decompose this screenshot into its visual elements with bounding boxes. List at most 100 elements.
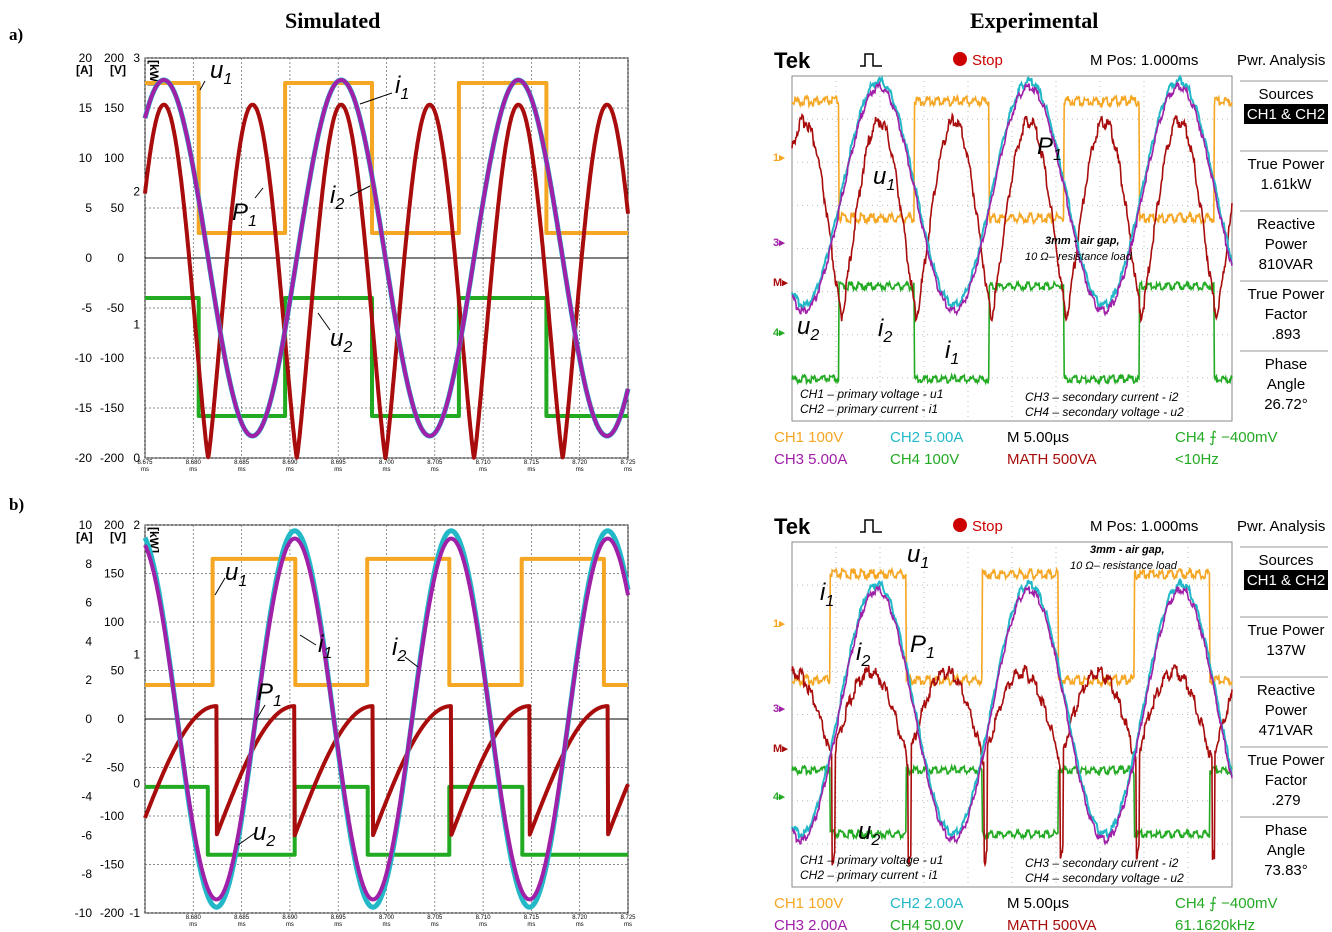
side-value: CH1 & CH2 bbox=[1247, 106, 1325, 123]
side-title: Angle bbox=[1267, 842, 1305, 859]
side-title: True Power bbox=[1248, 752, 1325, 769]
side-title: Power bbox=[1265, 702, 1308, 719]
V-axis-tick: 50 bbox=[111, 664, 125, 678]
simulated-heading: Simulated bbox=[285, 8, 381, 33]
side-title: Phase bbox=[1265, 356, 1308, 373]
readout-ch4: CH4 100V bbox=[890, 451, 959, 468]
side-title: Factor bbox=[1265, 772, 1308, 789]
scope-mode: Pwr. Analysis bbox=[1237, 52, 1325, 69]
readout-math: MATH 500VA bbox=[1007, 917, 1096, 932]
scope-legend-ch1: CH1 – primary voltage - u1 bbox=[800, 853, 943, 867]
x-axis-unit: ms bbox=[189, 922, 197, 928]
scope-annotation-line1: 3mm - air gap, bbox=[1090, 544, 1165, 556]
A-axis-tick: 20 bbox=[79, 51, 93, 65]
channel-marker: 3▸ bbox=[773, 703, 785, 715]
A-axis-unit: [A] bbox=[76, 530, 93, 544]
readout-timebase: M 5.00µs bbox=[1007, 895, 1069, 912]
x-axis-tick: 8.720 bbox=[572, 460, 588, 466]
A-axis-tick: -5 bbox=[81, 301, 92, 315]
series-P1-line bbox=[143, 102, 630, 460]
sources-highlight bbox=[1244, 570, 1328, 590]
x-axis-unit: ms bbox=[527, 922, 535, 928]
trigger-icon bbox=[860, 53, 882, 67]
x-axis-unit: ms bbox=[383, 922, 391, 928]
scope-legend-ch3: CH3 – secondary current - i2 bbox=[1025, 856, 1179, 870]
V-axis-tick: 200 bbox=[104, 51, 124, 65]
readout-math: MATH 500VA bbox=[1007, 451, 1096, 468]
side-title: Angle bbox=[1267, 376, 1305, 393]
series-P1-line bbox=[143, 704, 630, 838]
kW-axis-tick: -1 bbox=[129, 906, 140, 920]
scope-legend-ch1: CH1 – primary voltage - u1 bbox=[800, 387, 943, 401]
side-value: 1.61kW bbox=[1261, 176, 1313, 193]
x-axis-tick: 8.690 bbox=[282, 915, 298, 921]
V-axis-tick: -200 bbox=[100, 451, 124, 465]
A-axis-tick: -8 bbox=[81, 867, 92, 881]
x-axis-unit: ms bbox=[334, 467, 342, 473]
x-axis-unit: ms bbox=[334, 922, 342, 928]
x-axis-tick: 8.680 bbox=[186, 915, 202, 921]
scope-mpos: M Pos: 1.000ms bbox=[1090, 518, 1198, 535]
x-axis-unit: ms bbox=[238, 467, 246, 473]
x-axis-unit: ms bbox=[431, 922, 439, 928]
A-axis-tick: 0 bbox=[85, 251, 92, 265]
A-axis-tick: -10 bbox=[75, 351, 93, 365]
V-axis-tick: 150 bbox=[104, 101, 124, 115]
readout-frequency: <10Hz bbox=[1175, 451, 1219, 468]
kW-axis-unit: [kW] bbox=[147, 60, 161, 86]
label-leader bbox=[359, 92, 393, 105]
side-value: 810VAR bbox=[1259, 256, 1314, 273]
A-axis-tick: -6 bbox=[81, 828, 92, 842]
label-leader bbox=[299, 634, 317, 646]
V-axis-tick: 100 bbox=[104, 151, 124, 165]
x-axis-unit: ms bbox=[238, 922, 246, 928]
scope-trace-i1 bbox=[791, 577, 1233, 841]
readout-trigger: CH4 ⨍ −400mV bbox=[1175, 895, 1277, 912]
kW-axis-tick: 0 bbox=[133, 451, 140, 465]
x-axis-unit: ms bbox=[479, 467, 487, 473]
kW-axis-tick: 1 bbox=[133, 647, 140, 661]
A-axis-tick: 15 bbox=[79, 101, 93, 115]
x-axis-unit: ms bbox=[383, 467, 391, 473]
V-axis-unit: [V] bbox=[110, 530, 126, 544]
scope-state: Stop bbox=[972, 518, 1003, 535]
x-axis-unit: ms bbox=[431, 467, 439, 473]
side-title: True Power bbox=[1248, 622, 1325, 639]
side-value: 26.72° bbox=[1264, 396, 1308, 413]
channel-marker: 1▸ bbox=[773, 618, 785, 630]
scope-annotation-line2: 10 Ω– resistance load bbox=[1070, 560, 1178, 572]
scope-trace-u1 bbox=[791, 566, 1233, 689]
A-axis-tick: -2 bbox=[81, 751, 92, 765]
x-axis-tick: 8.695 bbox=[331, 915, 347, 921]
A-axis-unit: [A] bbox=[76, 63, 93, 77]
x-axis-unit: ms bbox=[141, 467, 149, 473]
panel-label-a: a) bbox=[9, 25, 24, 44]
x-axis-tick: 8.685 bbox=[234, 460, 250, 466]
A-axis-tick: 8 bbox=[85, 557, 92, 571]
side-value: 73.83° bbox=[1264, 862, 1308, 879]
simulated-plot-b: 1086420-2-4-6-8-10200150100500-50-100-15… bbox=[75, 518, 637, 928]
x-axis-unit: ms bbox=[286, 922, 294, 928]
x-axis-tick: 8.700 bbox=[379, 460, 395, 466]
V-axis-tick: -100 bbox=[100, 351, 124, 365]
series-u2-line bbox=[143, 296, 630, 418]
label-leader bbox=[349, 185, 371, 197]
x-axis-tick: 8.705 bbox=[427, 915, 443, 921]
scope-state: Stop bbox=[972, 52, 1003, 69]
readout-ch3: CH3 5.00A bbox=[774, 451, 847, 468]
scope-brand: Tek bbox=[774, 514, 811, 539]
x-axis-tick: 8.710 bbox=[476, 915, 492, 921]
A-axis-tick: -10 bbox=[75, 906, 93, 920]
V-axis-tick: 50 bbox=[111, 201, 125, 215]
series-i2-line bbox=[143, 78, 630, 438]
side-title: Phase bbox=[1265, 822, 1308, 839]
A-axis-tick: -4 bbox=[81, 790, 92, 804]
x-axis-tick: 8.725 bbox=[620, 915, 636, 921]
x-axis-unit: ms bbox=[624, 467, 632, 473]
readout-trigger: CH4 ⨍ −400mV bbox=[1175, 429, 1277, 446]
A-axis-tick: 0 bbox=[85, 712, 92, 726]
V-axis-tick: -50 bbox=[107, 761, 125, 775]
scope-trace-u1 bbox=[791, 93, 1233, 226]
side-title: Power bbox=[1265, 236, 1308, 253]
label-leader bbox=[404, 656, 419, 668]
